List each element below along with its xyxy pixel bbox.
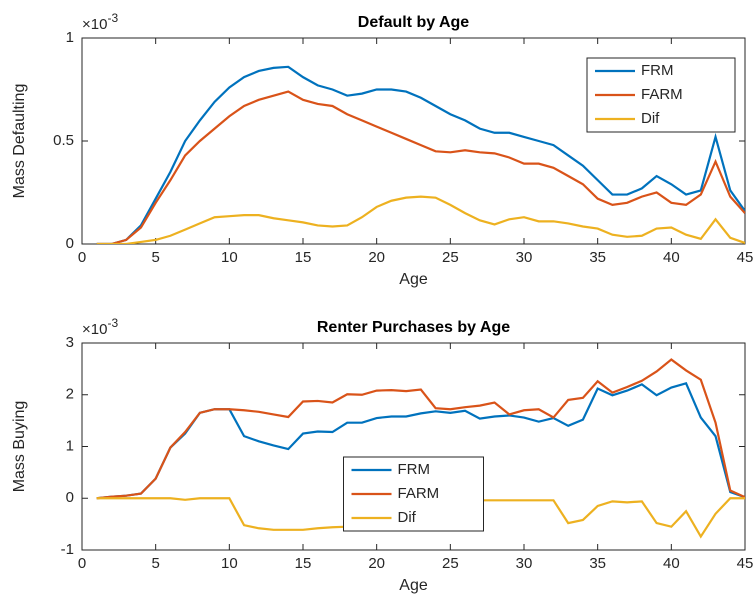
x-axis-label: Age [399,577,428,594]
x-tick-label: 45 [737,249,754,266]
y-exponent-power: -3 [107,316,118,330]
x-tick-label: 0 [78,555,86,572]
x-tick-label: 5 [151,555,159,572]
x-tick-label: 40 [663,249,680,266]
y-exponent-base: ×10 [82,321,107,338]
x-tick-label: 45 [737,555,754,572]
y-exponent: ×10-3 [82,316,118,338]
legend-label: FRM [641,62,674,79]
legend: FRM FARM Dif [343,456,484,532]
plot-area [96,65,745,244]
x-tick-label: 35 [589,249,606,266]
legend-label: FARM [398,485,440,502]
y-tick-label: 1 [66,437,74,454]
x-tick-label: 30 [516,555,533,572]
y-tick-label: 3 [66,334,74,351]
legend-label: FARM [641,86,683,103]
series-line [96,90,745,244]
x-tick-label: 10 [221,555,238,572]
y-tick-label: -1 [61,541,74,558]
y-exponent-base: ×10 [82,16,107,33]
x-tick-label: 35 [589,555,606,572]
chart-title: Renter Purchases by Age [317,319,510,336]
x-axis-label: Age [399,271,428,288]
x-tick-label: 15 [295,249,312,266]
series-line [96,65,745,244]
y-tick-label: 0.5 [53,132,74,149]
x-tick-label: 5 [151,249,159,266]
legend-label: FRM [398,461,431,478]
chart-title: Default by Age [358,14,470,31]
y-exponent-power: -3 [107,11,118,25]
y-tick-label: 0 [66,235,74,252]
x-tick-label: 25 [442,249,459,266]
series-line [96,358,745,500]
legend-label: Dif [398,509,417,526]
y-tick-label: 2 [66,386,74,403]
series-line [96,195,745,244]
x-tick-label: 15 [295,555,312,572]
x-tick-label: 20 [368,555,385,572]
x-tick-label: 10 [221,249,238,266]
x-tick-label: 30 [516,249,533,266]
x-tick-label: 0 [78,249,86,266]
y-tick-label: 0 [66,489,74,506]
y-exponent: ×10-3 [82,11,118,33]
y-axis-label: Mass Defaulting [11,84,28,199]
legend-label: Dif [641,110,660,127]
legend: FRM FARM Dif [586,57,736,133]
y-tick-label: 1 [66,29,74,46]
x-tick-label: 25 [442,555,459,572]
y-axis-label: Mass Buying [11,401,28,493]
x-tick-label: 40 [663,555,680,572]
x-tick-label: 20 [368,249,385,266]
